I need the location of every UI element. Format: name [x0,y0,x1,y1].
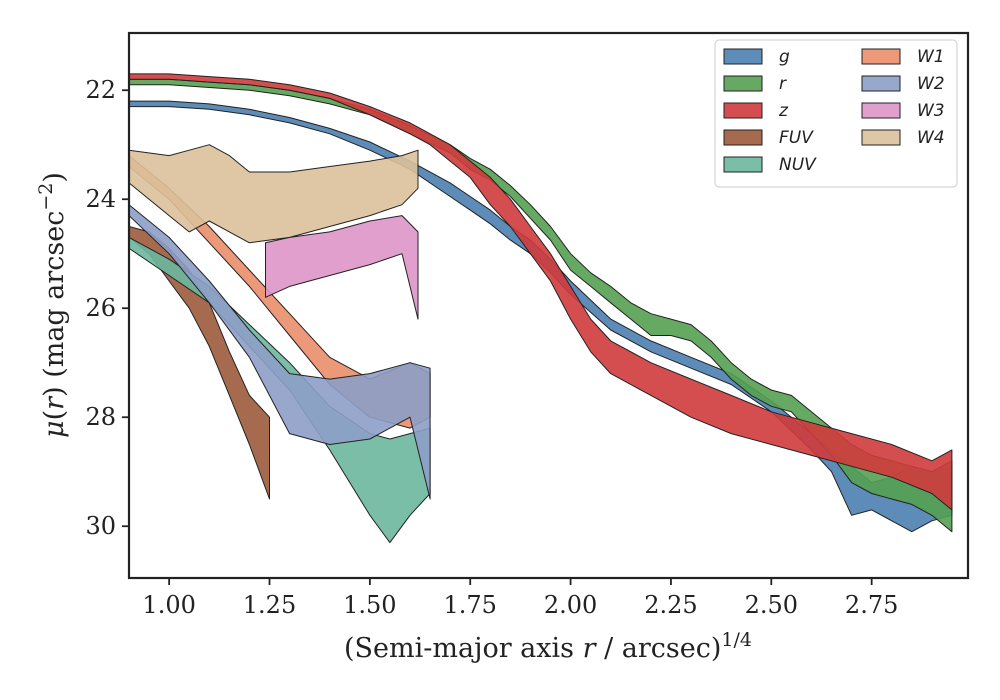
legend-label-nuv: NUV [779,155,817,175]
band-w4 [129,144,419,244]
x-tick-label: 2.00 [544,591,597,619]
legend-swatch-w2 [861,75,901,92]
x-axis: 1.00 1.25 1.50 1.75 2.00 2.25 2.50 2.75 [142,578,898,619]
legend-label-r: r [779,74,787,94]
legend-label-fuv: FUV [779,128,814,148]
y-tick-label: 22 [85,76,116,104]
legend-label-w3: W3 [917,101,945,121]
x-tick-label: 1.50 [343,591,396,619]
x-tick-label: 2.25 [644,591,697,619]
x-axis-label: (Semi-major axis r / arcsec)1/4 [344,629,752,664]
x-tick-label: 1.00 [142,591,195,619]
plot-frame [127,31,970,580]
legend: grz FUV NUV W1 W2 W3 W4 [714,39,958,188]
y-axis-label: μ(r) (mag arcsec−2) [35,172,70,438]
legend-swatch-g [723,48,763,65]
legend-label-w4: W4 [917,128,945,148]
series-layer [129,73,953,544]
legend-swatch-z [723,102,763,119]
y-tick-label: 26 [85,294,116,322]
y-tick-label: 30 [85,512,116,540]
x-tick-label: 2.50 [745,591,798,619]
legend-label-z: z [778,101,789,121]
legend-swatch-fuv [723,129,763,146]
legend-label-w2: W2 [917,74,945,94]
legend-label-w1: W1 [917,47,945,67]
x-tick-label: 1.25 [243,591,296,619]
legend-swatch-w4 [861,129,901,146]
legend-label-g: g [779,47,790,67]
x-tick-label: 1.75 [444,591,497,619]
legend-swatch-nuv [723,156,763,173]
y-tick-label: 24 [85,185,116,213]
legend-swatch-r [723,75,763,92]
x-tick-label: 2.75 [845,591,898,619]
band-z [129,73,953,511]
legend-swatch-w3 [861,102,901,119]
y-tick-label: 28 [85,403,116,431]
band-w3 [265,215,419,320]
band-w2 [129,204,431,500]
y-axis: 22 24 26 28 30 [85,76,129,540]
legend-swatch-w1 [861,48,901,65]
